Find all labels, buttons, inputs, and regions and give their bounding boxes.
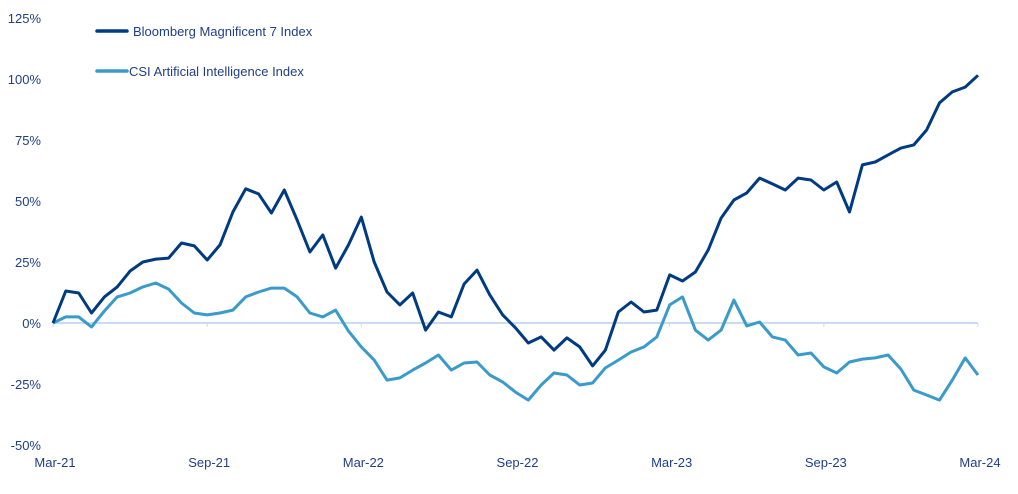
y-axis: 125% 100% 75% 50% 25% 0% -25% -50% — [8, 11, 42, 453]
x-tick-label: Mar-22 — [343, 455, 384, 470]
y-tick-label: 75% — [15, 133, 41, 148]
x-axis: Mar-21 Sep-21 Mar-22 Sep-22 Mar-23 Sep-23 Mar-… — [34, 323, 1001, 470]
series-group — [51, 74, 980, 402]
x-tick-label: Sep-23 — [805, 455, 847, 470]
series-line-magnificent-7 — [51, 74, 980, 368]
legend-label: Bloomberg Magnificent 7 Index — [133, 24, 313, 39]
y-tick-label: 25% — [15, 255, 41, 270]
y-tick-label: -50% — [11, 438, 42, 453]
y-tick-label: 125% — [8, 11, 42, 26]
y-tick-label: -25% — [11, 377, 42, 392]
series-line-csi-ai — [52, 281, 980, 402]
y-tick-label: 50% — [15, 194, 41, 209]
x-tick-label: Sep-22 — [497, 455, 539, 470]
x-tick-label: Mar-21 — [34, 455, 75, 470]
x-tick-label: Mar-24 — [959, 455, 1000, 470]
y-tick-label: 0% — [22, 316, 41, 331]
y-tick-label: 100% — [8, 72, 42, 87]
x-tick-label: Mar-23 — [651, 455, 692, 470]
legend-label: CSI Artificial Intelligence Index — [129, 64, 304, 79]
x-tick-label: Sep-21 — [188, 455, 230, 470]
legend: Bloomberg Magnificent 7 Index CSI Artific… — [95, 24, 313, 79]
